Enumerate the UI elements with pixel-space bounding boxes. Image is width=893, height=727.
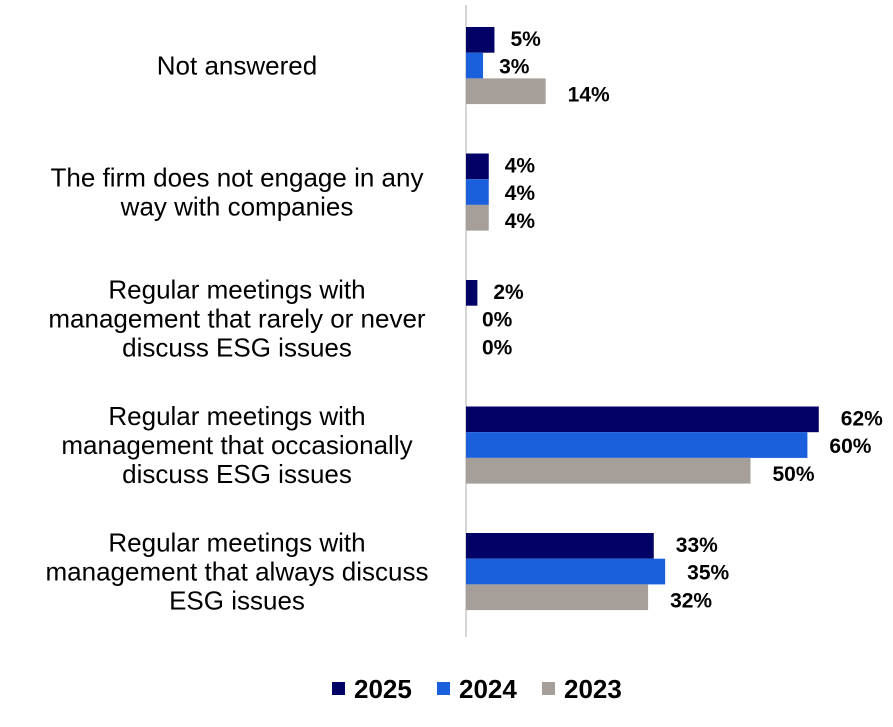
bar-2025 [466, 27, 495, 53]
category-label: Regular meetings with [108, 401, 365, 431]
bar-2025 [466, 406, 819, 433]
data-label: 4% [505, 154, 536, 177]
category-label: management that rarely or never [48, 304, 426, 334]
data-label: 62% [841, 407, 883, 430]
legend-swatch-2025 [332, 682, 345, 695]
legend-swatch-2023 [542, 682, 555, 695]
category-label: ESG issues [169, 586, 305, 616]
category-label: discuss ESG issues [122, 459, 352, 489]
bar-2023 [466, 457, 751, 484]
data-label: 60% [829, 435, 871, 458]
legend-label: 2024 [459, 674, 517, 704]
data-label: 33% [676, 534, 718, 557]
bar-2024 [466, 179, 489, 205]
category-label: Not answered [157, 51, 317, 81]
category-label: Regular meetings with [108, 275, 365, 305]
bar-2023 [466, 204, 489, 231]
data-label: 32% [670, 589, 712, 612]
bar-2025 [466, 280, 478, 306]
category-label: management that occasionally [61, 430, 412, 460]
data-label: 50% [773, 463, 815, 486]
data-label: 4% [505, 210, 536, 233]
category-label: discuss ESG issues [122, 333, 352, 363]
bar-2025 [466, 153, 489, 180]
data-label: 4% [505, 182, 536, 205]
bar-2023 [466, 78, 546, 105]
data-label: 2% [493, 281, 524, 304]
category-label: way with companies [120, 192, 354, 222]
data-label: 0% [482, 309, 513, 332]
legend-label: 2025 [354, 674, 412, 704]
category-label: management that always discuss [46, 557, 429, 587]
bar-2024 [466, 558, 666, 585]
bar-2025 [466, 533, 654, 559]
data-label: 3% [499, 56, 530, 79]
category-label: The firm does not engage in any [51, 163, 424, 193]
data-label: 5% [510, 28, 541, 51]
legend-label: 2023 [564, 674, 622, 704]
bar-2024 [466, 52, 484, 79]
data-label: 35% [687, 562, 729, 585]
legend-swatch-2024 [437, 682, 450, 695]
data-label: 14% [568, 83, 610, 106]
data-label: 0% [482, 336, 513, 359]
category-label: Regular meetings with [108, 528, 365, 558]
bar-2023 [466, 584, 649, 611]
bar-2024 [466, 432, 808, 458]
